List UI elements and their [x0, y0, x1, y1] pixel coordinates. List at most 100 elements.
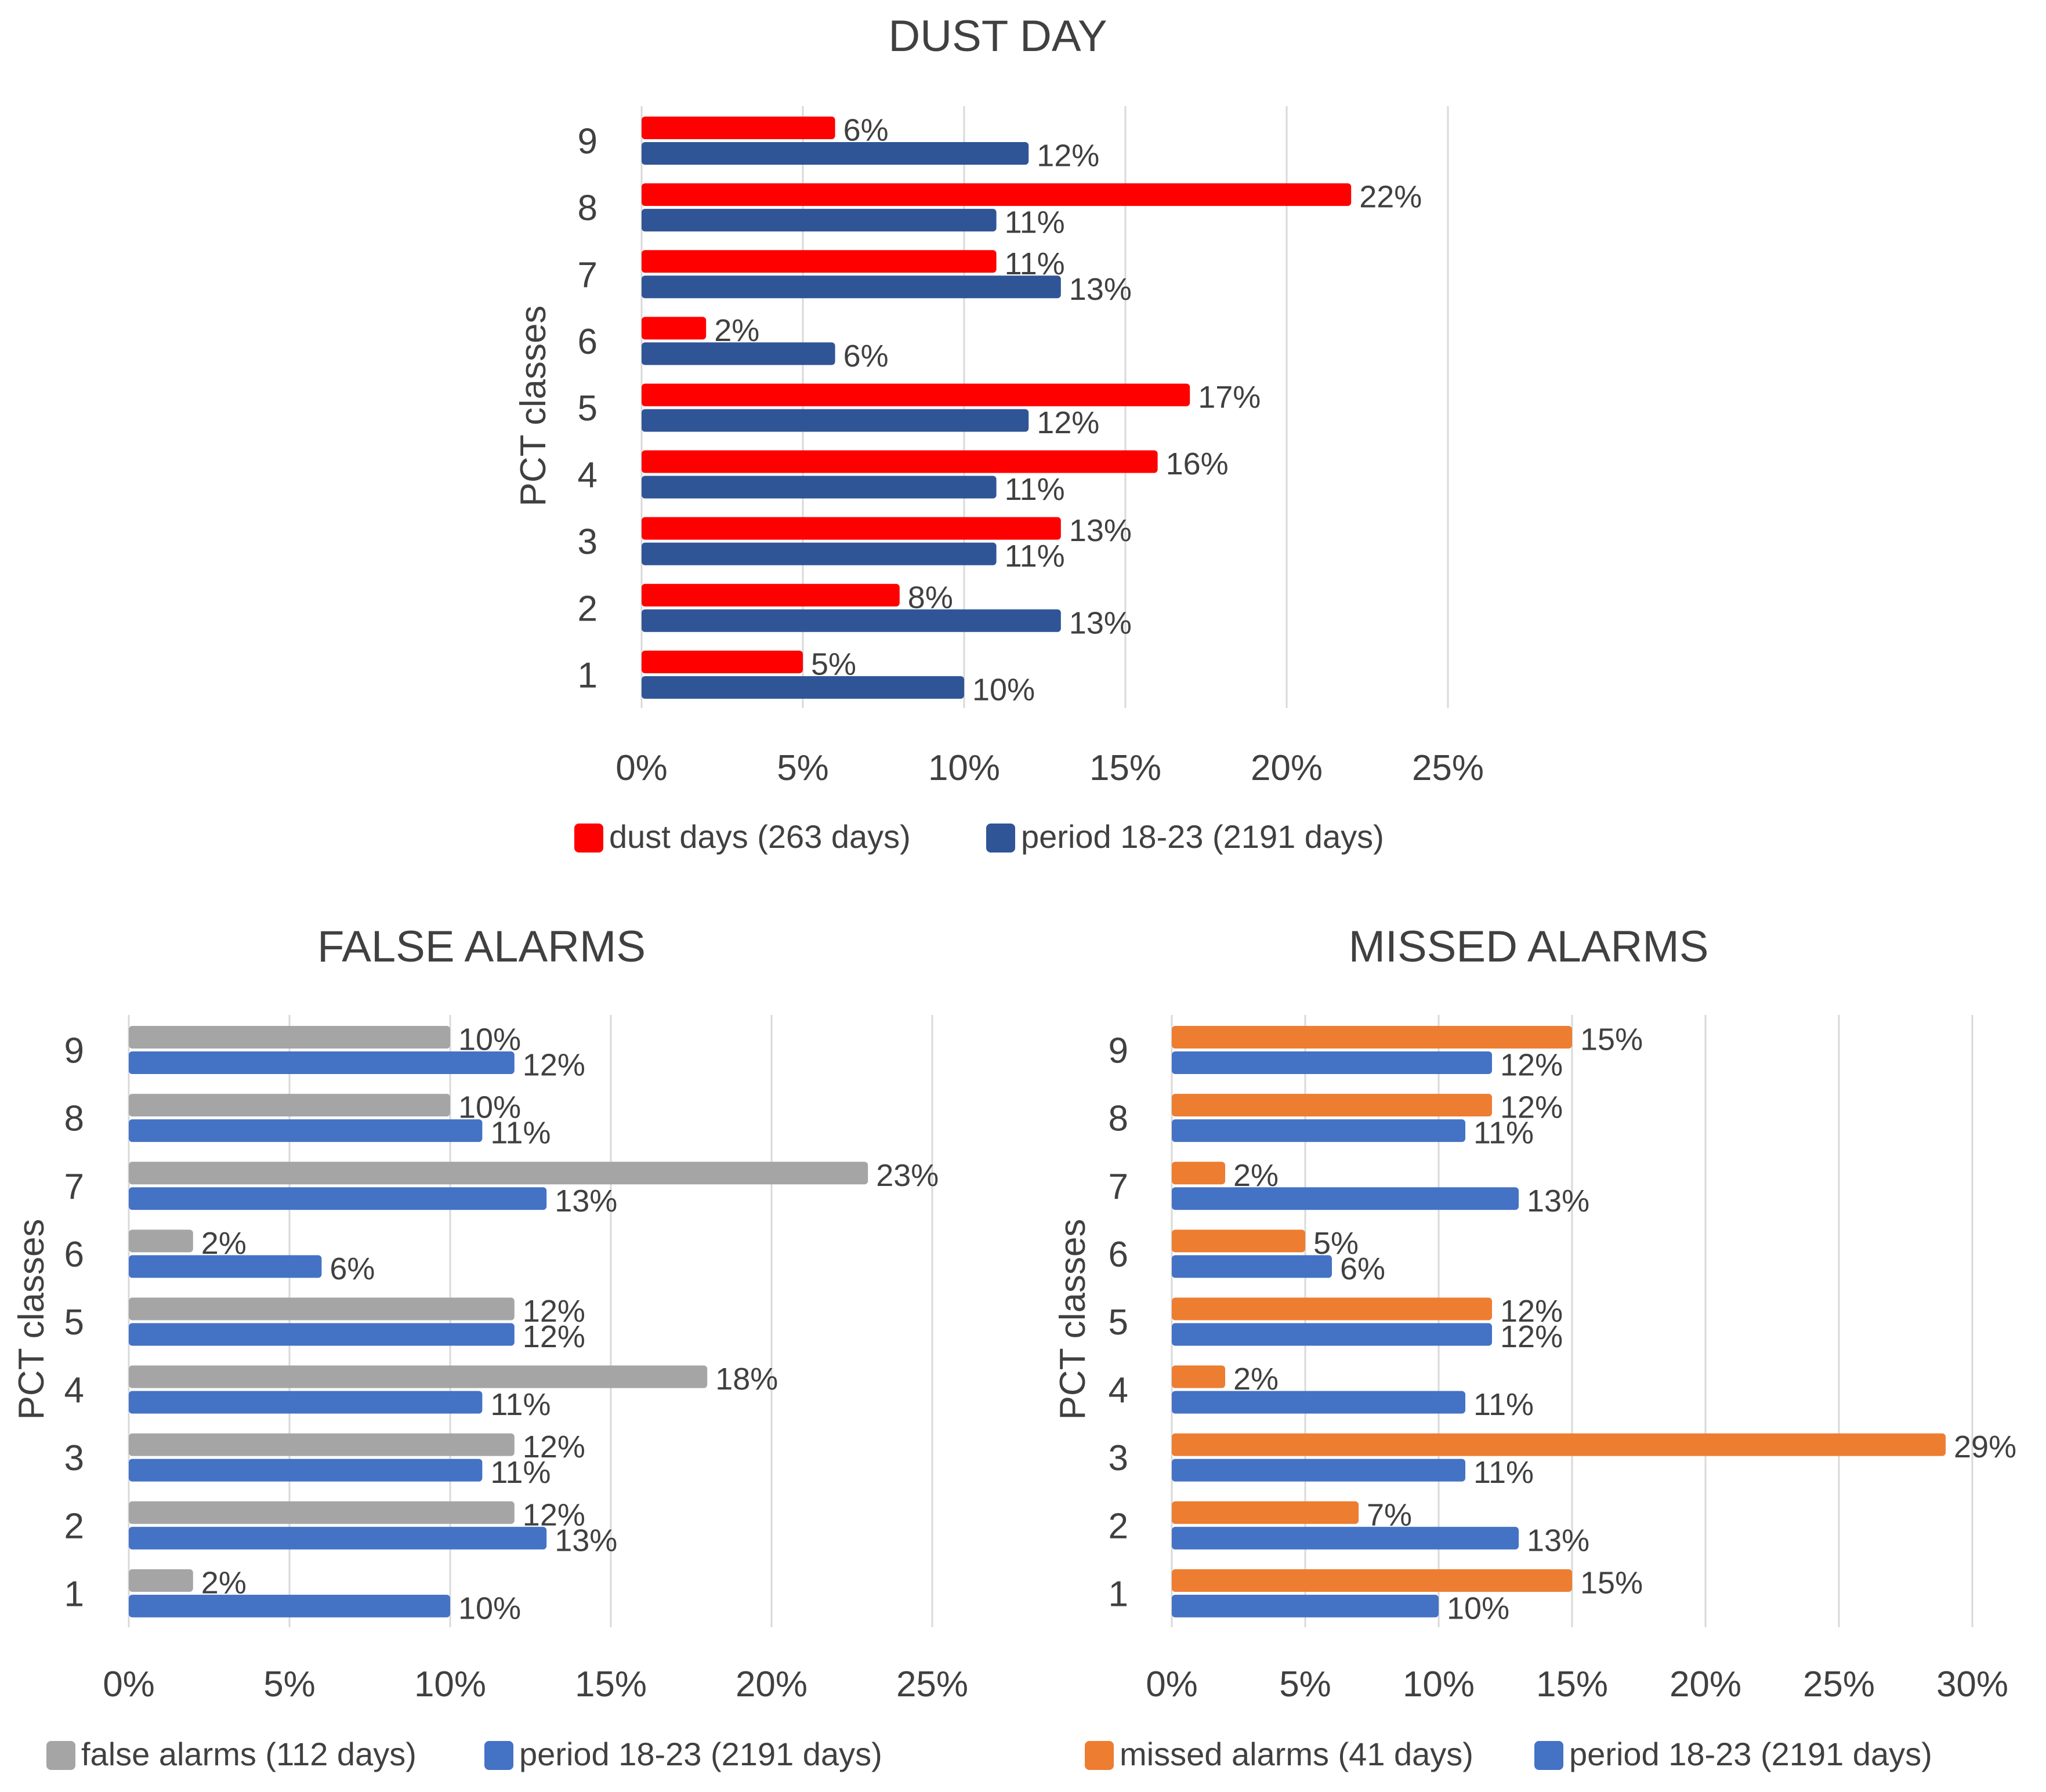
false-chart: FALSE ALARMS 0% 5% 10% 15% 20% 25% PCT classes 1… — [12, 922, 968, 1772]
missed-y-tick-label: 3 — [1109, 1438, 1128, 1478]
missed-bar-period-class-1 — [1172, 1594, 1439, 1617]
missed-y-tick-label: 9 — [1109, 1031, 1128, 1071]
missed-bar-primary-class-2 — [1172, 1501, 1359, 1524]
missed-y-axis-label: PCT classes — [1053, 1219, 1093, 1420]
false-data-label: 10% — [458, 1591, 521, 1626]
missed-bar-primary-class-4 — [1172, 1365, 1225, 1388]
dust-data-label: 8% — [908, 580, 953, 615]
false-data-label: 2% — [201, 1565, 247, 1600]
missed-legend-swatch — [1534, 1741, 1563, 1770]
missed-chart-title: MISSED ALARMS — [1349, 922, 1709, 971]
dust-y-tick-label: 3 — [578, 522, 597, 562]
missed-data-label: 29% — [1954, 1430, 2016, 1464]
missed-x-tick-label: 20% — [1670, 1664, 1741, 1704]
missed-data-label: 11% — [1473, 1387, 1534, 1422]
false-data-label: 10% — [458, 1022, 521, 1057]
missed-bar-primary-class-5 — [1172, 1297, 1492, 1321]
false-y-tick-label: 9 — [64, 1031, 84, 1071]
dust-chart-title: DUST DAY — [888, 12, 1107, 61]
false-y-tick-label: 3 — [64, 1438, 84, 1478]
false-bar-primary-class-9 — [129, 1026, 450, 1049]
dust-data-label: 11% — [1005, 246, 1065, 281]
missed-data-label: 2% — [1233, 1362, 1279, 1396]
dust-bar-period-class-8 — [642, 209, 997, 232]
dust-legend-label: dust days (263 days) — [609, 818, 911, 855]
false-y-tick-label: 8 — [64, 1099, 84, 1139]
dust-bar-primary-class-3 — [642, 517, 1061, 540]
dust-bar-period-class-6 — [642, 342, 835, 365]
dust-data-label: 2% — [714, 313, 759, 348]
missed-x-tick-label: 15% — [1536, 1664, 1608, 1704]
dust-y-tick-label: 4 — [578, 455, 597, 495]
false-data-label: 12% — [523, 1048, 585, 1083]
missed-data-label: 11% — [1473, 1455, 1534, 1490]
missed-bar-primary-class-1 — [1172, 1569, 1572, 1592]
dust-y-tick-label: 7 — [578, 255, 597, 295]
false-y-tick-label: 1 — [64, 1574, 84, 1614]
false-legend-swatch — [46, 1741, 75, 1770]
missed-legend-label: period 18-23 (2191 days) — [1569, 1736, 1932, 1772]
dust-legend-swatch — [986, 824, 1015, 853]
missed-data-label: 12% — [1500, 1048, 1563, 1083]
false-data-label: 12% — [523, 1497, 585, 1532]
false-bar-primary-class-3 — [129, 1433, 515, 1456]
missed-data-label: 2% — [1233, 1158, 1279, 1193]
false-bar-period-class-2 — [129, 1526, 547, 1550]
missed-data-label: 12% — [1500, 1319, 1563, 1354]
false-legend-label: period 18-23 (2191 days) — [519, 1736, 882, 1772]
false-data-label: 18% — [715, 1362, 778, 1396]
missed-x-tick-label: 10% — [1403, 1664, 1475, 1704]
missed-data-label: 15% — [1580, 1022, 1643, 1057]
false-data-label: 12% — [523, 1430, 585, 1464]
missed-data-label: 12% — [1500, 1294, 1563, 1329]
false-bar-primary-class-4 — [129, 1365, 708, 1388]
false-data-label: 10% — [458, 1090, 521, 1125]
dust-data-label: 17% — [1198, 380, 1261, 415]
false-x-tick-label: 25% — [896, 1664, 968, 1704]
false-data-label: 2% — [201, 1226, 247, 1261]
false-x-tick-label: 15% — [575, 1664, 647, 1704]
dust-bar-period-class-1 — [642, 676, 964, 699]
dust-x-tick-label: 0% — [615, 748, 668, 788]
missed-bar-primary-class-3 — [1172, 1433, 1946, 1456]
false-bar-period-class-3 — [129, 1459, 483, 1482]
false-data-label: 12% — [523, 1319, 585, 1354]
dust-bar-primary-class-2 — [642, 583, 900, 607]
missed-data-label: 15% — [1580, 1565, 1643, 1600]
dust-bar-primary-class-7 — [642, 250, 997, 273]
dust-data-label: 6% — [843, 339, 889, 373]
dust-bar-period-class-2 — [642, 609, 1061, 632]
false-data-label: 12% — [523, 1294, 585, 1329]
false-bar-primary-class-7 — [129, 1162, 868, 1185]
missed-bar-primary-class-6 — [1172, 1229, 1305, 1253]
false-y-tick-label: 5 — [64, 1303, 84, 1343]
missed-y-tick-label: 8 — [1109, 1099, 1128, 1139]
missed-legend-swatch — [1085, 1741, 1114, 1770]
false-data-label: 13% — [555, 1184, 617, 1218]
false-bar-primary-class-8 — [129, 1094, 450, 1117]
false-bar-period-class-5 — [129, 1323, 515, 1346]
dust-data-label: 13% — [1069, 272, 1132, 307]
missed-data-label: 10% — [1447, 1591, 1509, 1626]
missed-y-tick-label: 2 — [1109, 1506, 1128, 1546]
missed-bar-primary-class-7 — [1172, 1162, 1225, 1185]
missed-x-tick-label: 5% — [1279, 1664, 1331, 1704]
false-legend-swatch — [484, 1741, 513, 1770]
missed-bar-primary-class-8 — [1172, 1094, 1492, 1117]
false-bar-primary-class-2 — [129, 1501, 515, 1524]
missed-bar-period-class-4 — [1172, 1391, 1465, 1414]
missed-bar-period-class-8 — [1172, 1119, 1465, 1142]
false-y-tick-label: 2 — [64, 1506, 84, 1546]
missed-y-tick-label: 6 — [1109, 1235, 1128, 1275]
missed-legend-label: missed alarms (41 days) — [1120, 1736, 1473, 1772]
dust-data-label: 13% — [1069, 513, 1132, 548]
false-y-tick-label: 4 — [64, 1370, 84, 1410]
missed-data-label: 13% — [1527, 1184, 1589, 1218]
missed-data-label: 11% — [1473, 1116, 1534, 1151]
false-bar-period-class-7 — [129, 1187, 547, 1210]
false-data-label: 13% — [555, 1523, 617, 1558]
dust-data-label: 5% — [811, 647, 856, 681]
false-bar-period-class-1 — [129, 1594, 450, 1617]
